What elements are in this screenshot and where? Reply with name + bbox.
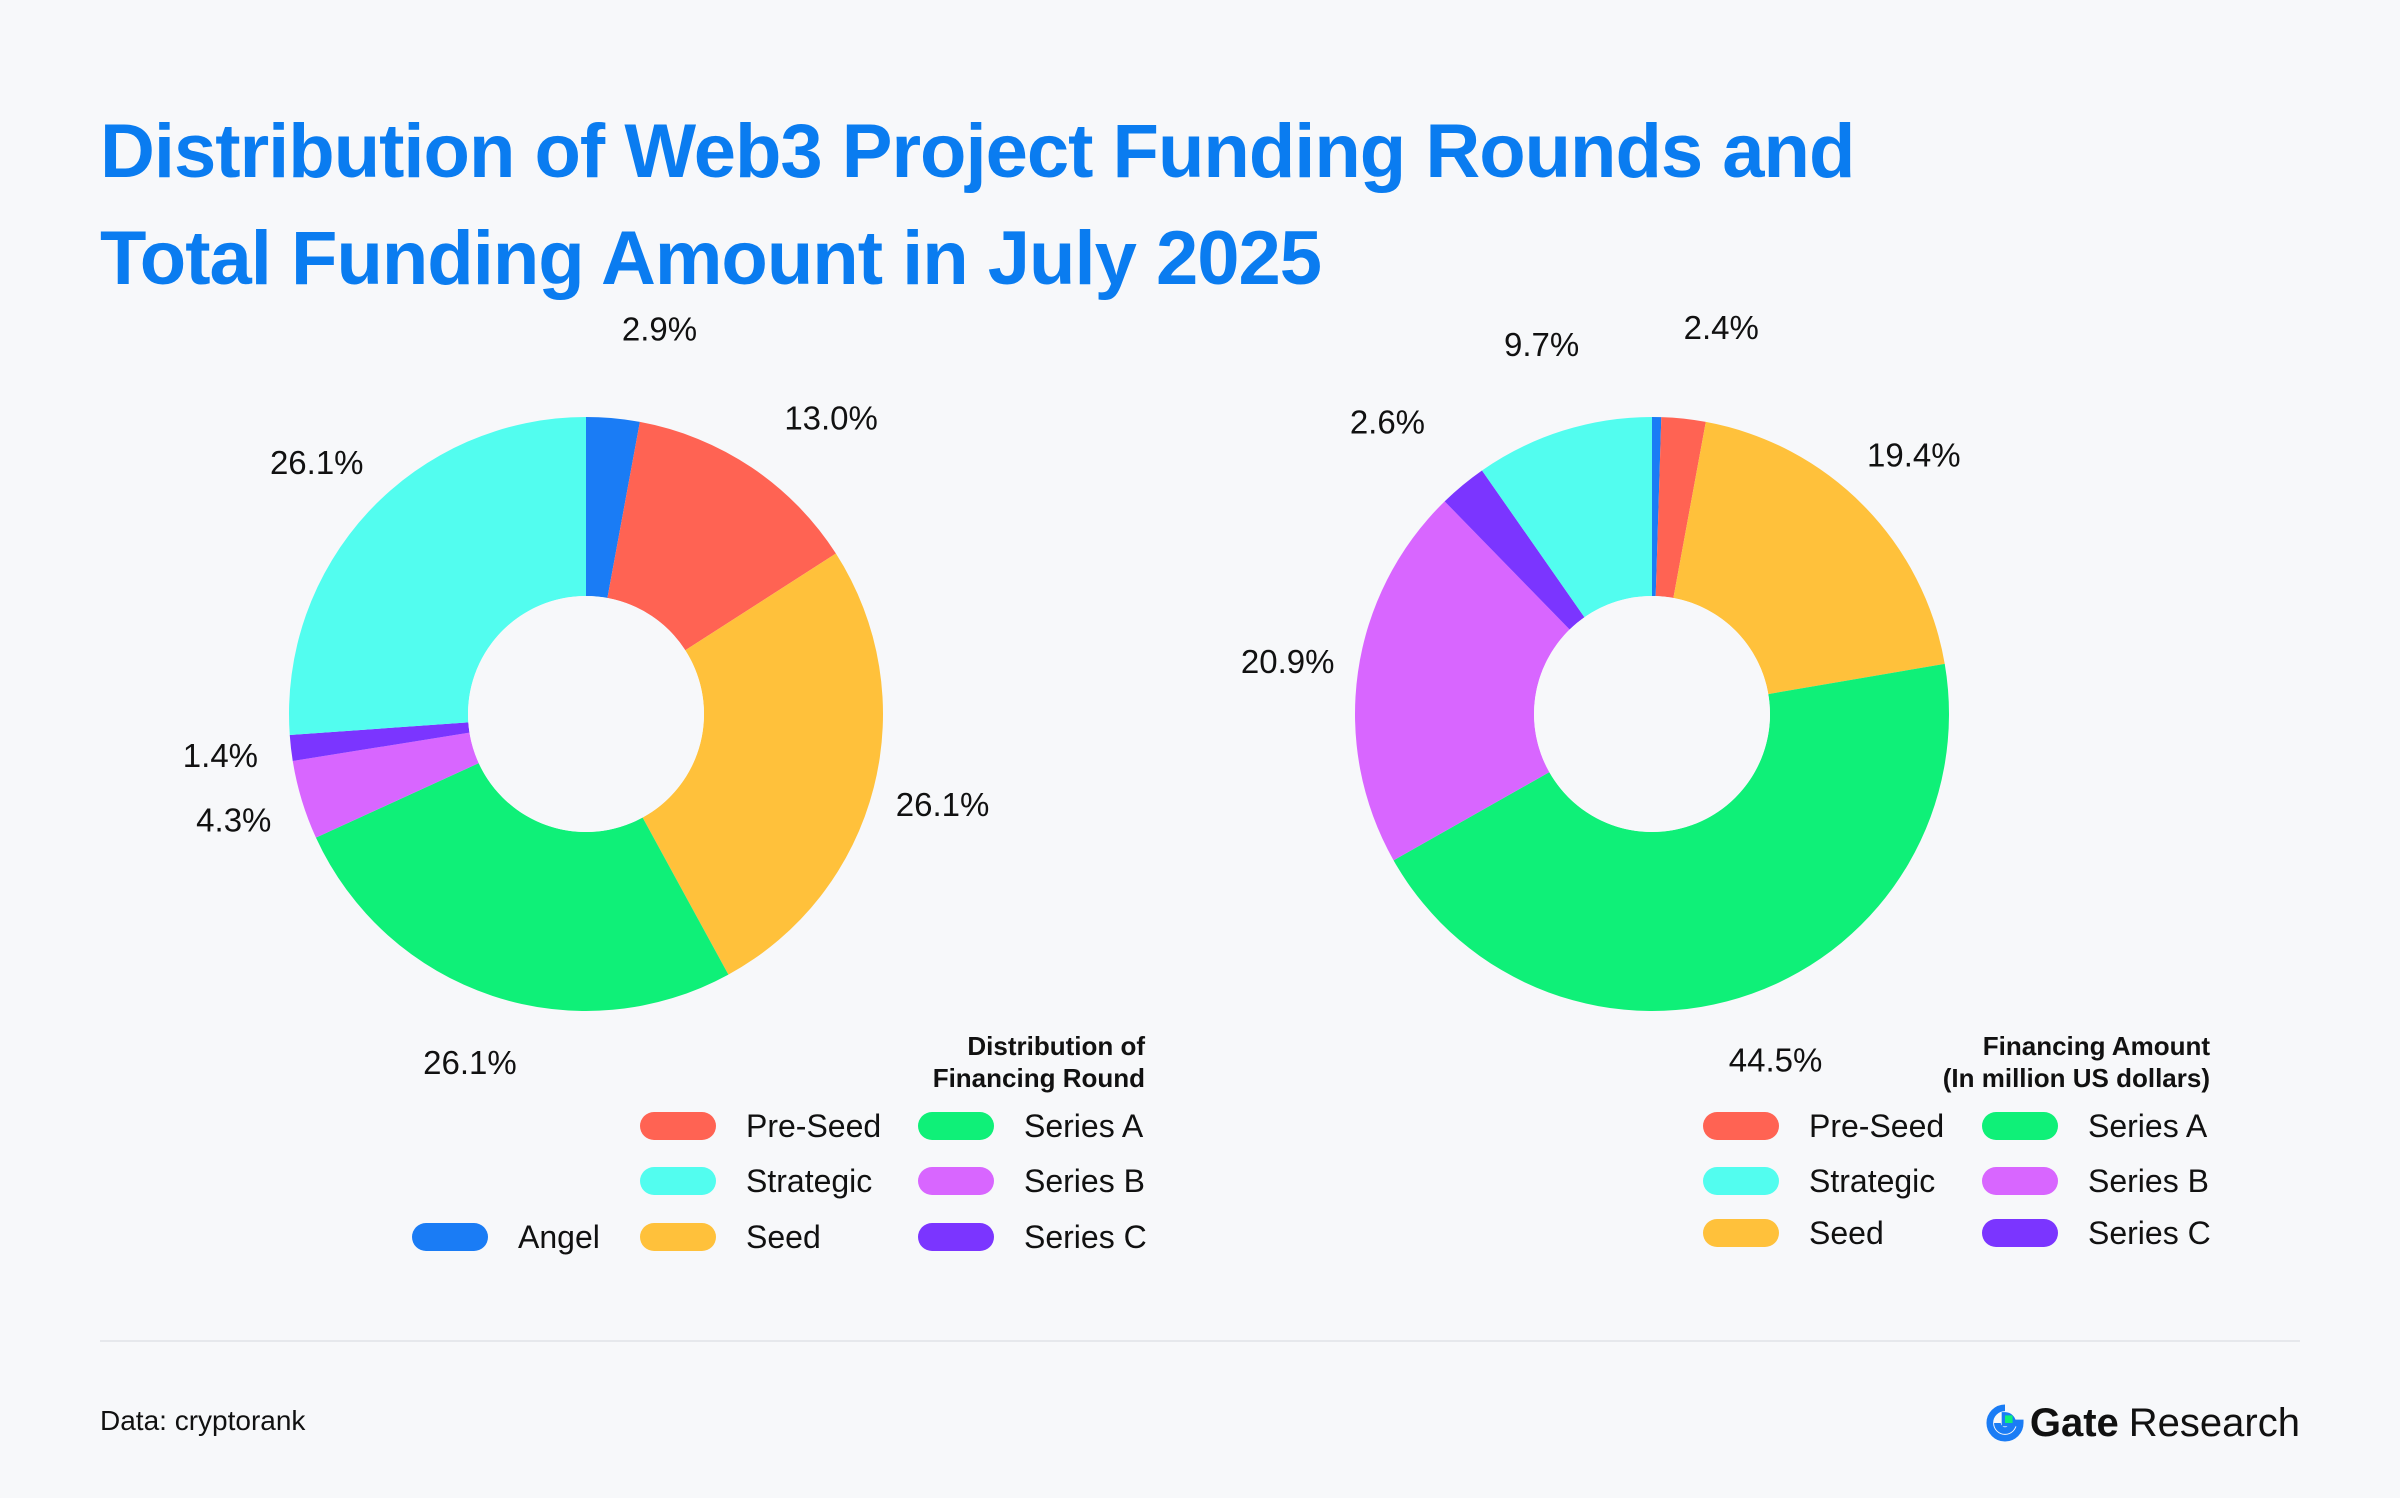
brand-logo: Gate Research xyxy=(1986,1398,2300,1448)
data-label-series-b: 20.9% xyxy=(1241,643,1335,680)
slice-angel xyxy=(586,417,640,598)
legend-item-seed: Seed xyxy=(1703,1215,1884,1251)
data-label-pre-seed: 2.4% xyxy=(1684,309,1759,346)
data-label-seed: 19.4% xyxy=(1867,436,1961,473)
legend-label: Series A xyxy=(1024,1107,1144,1144)
legend-label: Pre-Seed xyxy=(746,1107,882,1144)
financing-round-donut: 2.9% 13.0% 26.1% 26.1% 4.3% 1.4% 26.1% xyxy=(183,311,990,1082)
data-label-angel: 2.9% xyxy=(622,311,697,348)
legend-item-angel: Angel xyxy=(412,1219,600,1255)
donut-hole xyxy=(1534,596,1770,832)
legend-item-series-a: Series A xyxy=(1982,1108,2207,1144)
legend-swatch xyxy=(1982,1112,2058,1140)
legend-swatch xyxy=(412,1223,488,1251)
data-label-strategic: 26.1% xyxy=(270,444,364,481)
data-label-series-a: 26.1% xyxy=(423,1044,517,1081)
legend-swatch xyxy=(1703,1112,1779,1140)
legend-item-series-c: Series C xyxy=(1982,1215,2211,1251)
legend-title-line-1: Financing Amount xyxy=(1982,1031,2210,1061)
gate-logo-icon xyxy=(1986,1404,2024,1442)
slice-strategic xyxy=(1481,417,1652,618)
data-source: Data: cryptorank xyxy=(100,1405,306,1436)
legend-swatch xyxy=(918,1223,994,1251)
legend-swatch xyxy=(640,1167,716,1195)
legend-swatch xyxy=(1703,1167,1779,1195)
data-label-pre-seed: 13.0% xyxy=(784,399,878,436)
slice-angel xyxy=(1652,417,1662,597)
slice-seed xyxy=(1673,421,1945,695)
legend-label: Angel xyxy=(518,1218,600,1255)
legend-label: Seed xyxy=(746,1218,821,1255)
legend-title-financing-amount: Financing Amount (In million US dollars) xyxy=(1943,1030,2210,1094)
data-label-series-a: 44.5% xyxy=(1729,1042,1823,1079)
slice-series-a xyxy=(315,763,729,1011)
legend-label: Series B xyxy=(2088,1162,2209,1199)
legend-swatch xyxy=(1982,1167,2058,1195)
legend-title-line-2: (In million US dollars) xyxy=(1942,1063,2210,1093)
legend-item-pre-seed: Pre-Seed xyxy=(640,1108,881,1144)
legend-item-pre-seed: Pre-Seed xyxy=(1703,1108,1944,1144)
legend-title-line-2: Financing Round xyxy=(932,1063,1145,1093)
legend-swatch xyxy=(918,1112,994,1140)
legend-label: Series B xyxy=(1024,1162,1145,1199)
financing-amount-donut: 2.4% 19.4% 44.5% 20.9% 2.6% 9.7% xyxy=(1241,309,1961,1079)
data-label-series-c: 2.6% xyxy=(1350,403,1425,440)
title-line-2: Total Funding Amount in July 2025 xyxy=(100,216,1322,301)
slice-series-c xyxy=(289,722,470,761)
slice-strategic xyxy=(289,417,586,735)
legend-item-strategic: Strategic xyxy=(1703,1163,1935,1199)
legend-item-series-a: Series A xyxy=(918,1108,1143,1144)
brand-suffix: Research xyxy=(2128,1400,2300,1445)
legend-swatch xyxy=(640,1112,716,1140)
donut-hole xyxy=(468,596,704,832)
legend-label: Series A xyxy=(2088,1107,2208,1144)
chart-title: Distribution of Web3 Project Funding Rou… xyxy=(100,98,2300,312)
slice-seed xyxy=(642,553,883,975)
footer-divider xyxy=(100,1340,2300,1342)
legend-title-financing-round: Distribution of Financing Round xyxy=(933,1030,1145,1094)
legend-label: Series C xyxy=(1024,1218,1147,1255)
legend-swatch xyxy=(640,1223,716,1251)
legend-label: Seed xyxy=(1809,1214,1884,1251)
title-line-1: Distribution of Web3 Project Funding Rou… xyxy=(100,109,1855,194)
legend-item-series-b: Series B xyxy=(1982,1163,2209,1199)
legend-swatch xyxy=(918,1167,994,1195)
legend-label: Strategic xyxy=(1809,1162,1936,1199)
data-label-seed: 26.1% xyxy=(896,786,990,823)
legend-label: Series C xyxy=(2088,1214,2211,1251)
slice-series-c xyxy=(1444,470,1585,630)
legend-swatch xyxy=(1703,1219,1779,1247)
legend-item-series-b: Series B xyxy=(918,1163,1145,1199)
slice-series-a xyxy=(1393,663,1950,1011)
legend-label: Pre-Seed xyxy=(1809,1107,1945,1144)
data-label-series-b: 4.3% xyxy=(196,802,271,839)
brand-name: Gate xyxy=(2029,1400,2119,1445)
legend-item-strategic: Strategic xyxy=(640,1163,872,1199)
slice-pre-seed xyxy=(1655,417,1706,598)
slice-pre-seed xyxy=(607,421,836,651)
legend-title-line-1: Distribution of xyxy=(967,1031,1145,1061)
slice-series-b xyxy=(1355,501,1570,861)
legend-swatch xyxy=(1982,1219,2058,1247)
slice-series-b xyxy=(292,732,479,838)
legend-item-seed: Seed xyxy=(640,1219,821,1255)
legend-label: Strategic xyxy=(746,1162,873,1199)
legend-item-series-c: Series C xyxy=(918,1219,1147,1255)
data-label-strategic: 9.7% xyxy=(1504,326,1579,363)
data-label-series-c: 1.4% xyxy=(183,737,258,774)
